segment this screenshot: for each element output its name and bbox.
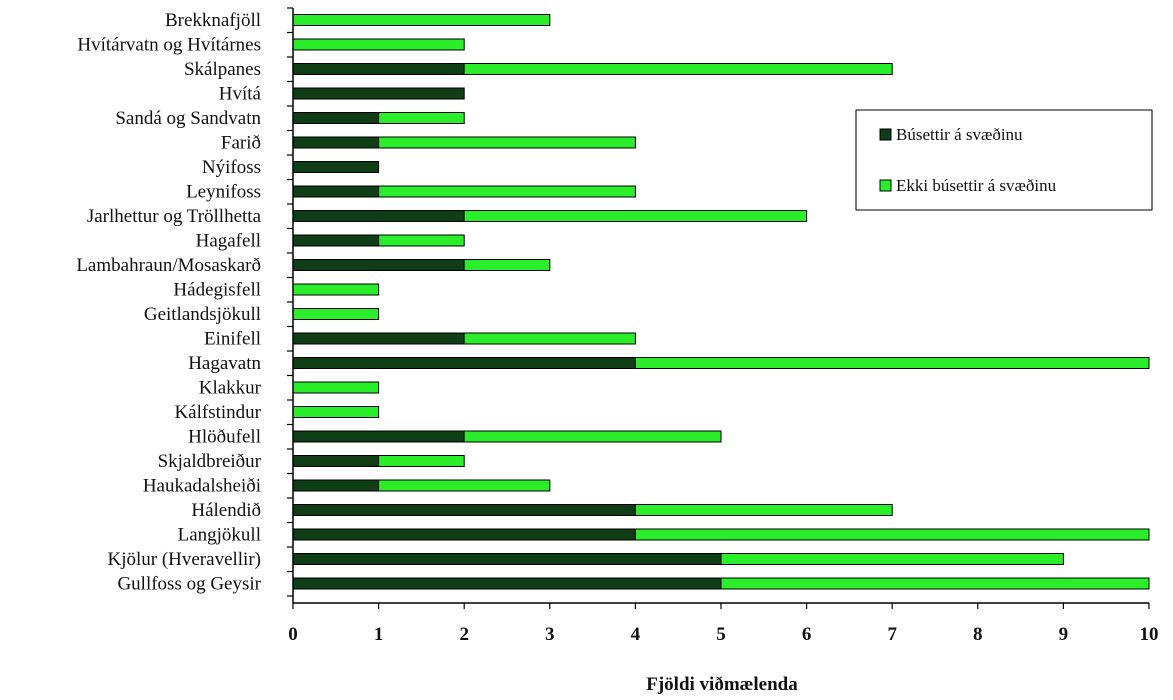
bar-gullfoss-og-geysir-series-1 xyxy=(292,577,722,590)
category-label: Einifell xyxy=(204,329,261,350)
legend: Búsettir á svæðinu Ekki búsettir á svæðin… xyxy=(855,109,1153,211)
y-axis-ticks xyxy=(287,7,293,597)
bar-brekknafjoll-series-2 xyxy=(292,14,551,26)
category-label: Leynifoss xyxy=(186,182,261,203)
category-label: Hálendið xyxy=(191,500,261,521)
bar-gullfoss-og-geysir-series-2 xyxy=(720,577,1150,590)
bar-halendi-series-2 xyxy=(634,504,893,516)
category-label: Kálfstindur xyxy=(174,402,261,423)
category-label: Hvítá xyxy=(219,84,262,105)
category-label: Geitlandsjökull xyxy=(144,304,261,325)
category-label: Klakkur xyxy=(199,378,262,399)
category-label: Hádegisfell xyxy=(173,280,261,301)
x-tick-label: 3 xyxy=(545,624,555,645)
bar-kjolur-hveravellir-series-1 xyxy=(292,553,722,565)
category-labels: Brekknafjöll Hvítárvatn og Hvítárnes Skálp… xyxy=(76,10,261,595)
x-tick-label: 10 xyxy=(1140,624,1159,645)
bar-lambahraun-mosaskar-series-2 xyxy=(463,259,551,271)
bar-hagavatn-series-2 xyxy=(634,357,1150,369)
category-label: Gullfoss og Geysir xyxy=(117,574,261,595)
x-axis-ticks: 0 1 2 3 4 5 6 7 8 9 10 xyxy=(288,603,1159,645)
bar-fari-series-2 xyxy=(378,136,636,149)
category-label: Lambahraun/Mosaskarð xyxy=(76,255,261,276)
bars-group xyxy=(292,14,1150,590)
bar-sanda-og-sandvatn-series-1 xyxy=(292,112,380,124)
bar-fari-series-1 xyxy=(292,136,380,149)
category-label: Farið xyxy=(221,133,261,154)
bar-einifell-series-1 xyxy=(292,332,465,345)
bar-skjaldbrei-ur-series-2 xyxy=(378,455,465,467)
legend-swatch xyxy=(879,179,892,192)
bar-halendi-series-1 xyxy=(292,504,636,516)
category-label: Skálpanes xyxy=(184,59,261,80)
bar-leynifoss-series-1 xyxy=(292,185,380,198)
category-label: Langjökull xyxy=(178,525,261,546)
bar-kalfstindur-series-2 xyxy=(292,406,380,418)
bar-kjolur-hveravellir-series-2 xyxy=(720,553,1064,565)
bar-geitlandsjokull-series-2 xyxy=(292,308,380,320)
category-label: Haukadalsheiði xyxy=(143,476,261,497)
bar-hagafell-series-2 xyxy=(378,234,465,247)
category-label: Brekknafjöll xyxy=(165,10,261,31)
x-tick-label: 5 xyxy=(716,624,726,645)
legend-swatch xyxy=(879,128,892,141)
category-label: Nýifoss xyxy=(202,157,261,178)
bar-hlo-ufell-series-1 xyxy=(292,430,465,443)
category-label: Skjaldbreiður xyxy=(158,451,262,472)
bar-skalpanes-series-2 xyxy=(463,63,893,75)
bar-einifell-series-2 xyxy=(463,332,636,345)
x-tick-label: 6 xyxy=(802,624,812,645)
bar-hvita-series-1 xyxy=(292,87,465,100)
legend-label: Búsettir á svæðinu xyxy=(896,125,1023,144)
x-tick-label: 8 xyxy=(973,624,983,645)
bar-hlo-ufell-series-2 xyxy=(463,430,722,443)
category-label: Hvítárvatn og Hvítárnes xyxy=(77,35,261,56)
x-tick-label: 7 xyxy=(887,624,897,645)
x-tick-label: 1 xyxy=(374,624,384,645)
legend-label: Ekki búsettir á svæðinu xyxy=(896,176,1057,195)
bar-jarlhettur-og-trollhetta-series-1 xyxy=(292,210,465,222)
bar-langjokull-series-1 xyxy=(292,528,636,541)
bar-nyifoss-series-1 xyxy=(292,161,380,173)
x-tick-label: 2 xyxy=(459,624,469,645)
bar-hvitarvatn-og-hvitarnes-series-2 xyxy=(292,38,465,51)
x-axis-title: Fjöldi viðmælenda xyxy=(646,674,798,695)
category-label: Sandá og Sandvatn xyxy=(115,108,261,129)
bar-sanda-og-sandvatn-series-2 xyxy=(378,112,465,124)
bar-jarlhettur-og-trollhetta-series-2 xyxy=(463,210,808,222)
category-label: Hagafell xyxy=(196,231,261,252)
bar-haukadalshei-i-series-2 xyxy=(378,479,551,492)
bar-klakkur-series-2 xyxy=(292,381,380,394)
bar-skalpanes-series-1 xyxy=(292,63,465,75)
bar-langjokull-series-2 xyxy=(634,528,1150,541)
bar-hadegisfell-series-2 xyxy=(292,283,380,296)
bar-lambahraun-mosaskar-series-1 xyxy=(292,259,465,271)
bar-leynifoss-series-2 xyxy=(378,185,636,198)
x-tick-label: 4 xyxy=(631,624,641,645)
category-label: Hlöðufell xyxy=(188,427,261,448)
bar-hagavatn-series-1 xyxy=(292,357,636,369)
category-label: Kjölur (Hveravellir) xyxy=(107,549,261,570)
bar-skjaldbrei-ur-series-1 xyxy=(292,455,380,467)
bar-haukadalshei-i-series-1 xyxy=(292,479,380,492)
x-tick-label: 0 xyxy=(288,624,298,645)
category-label: Hagavatn xyxy=(188,353,261,374)
legend-box xyxy=(855,109,1153,211)
bar-hagafell-series-1 xyxy=(292,234,380,247)
x-tick-label: 9 xyxy=(1059,624,1069,645)
category-label: Jarlhettur og Tröllhetta xyxy=(87,206,262,227)
